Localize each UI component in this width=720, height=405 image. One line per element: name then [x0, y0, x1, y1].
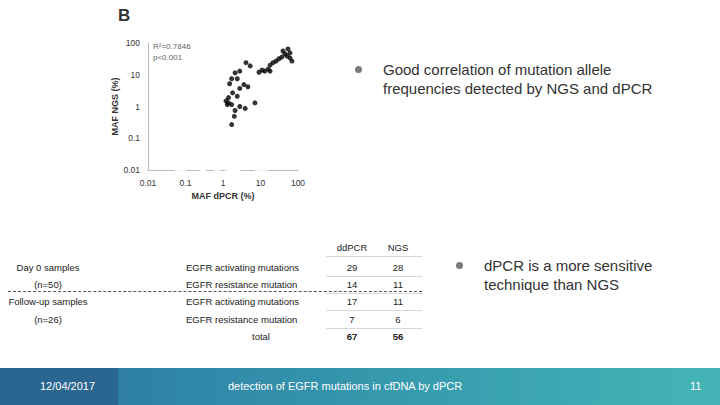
svg-text:100: 100 [291, 178, 305, 188]
svg-text:0.01: 0.01 [140, 178, 157, 188]
html-text:NGS: NGS [387, 242, 409, 253]
svg-text:0.01: 0.01 [123, 165, 140, 175]
html-text:(n=26): (n=26) [34, 314, 62, 325]
svg-text:MAF dPCR (%): MAF dPCR (%) [192, 191, 255, 201]
html-text:total: total [252, 331, 270, 342]
html-text:67: 67 [346, 331, 358, 342]
html-text:11: 11 [393, 296, 403, 307]
html-text:ddPCR: ddPCR [336, 242, 368, 253]
html-text:29: 29 [346, 262, 358, 273]
svg-text:p<0.001: p<0.001 [153, 53, 183, 62]
html-text:EGFR resistance mutation: EGFR resistance mutation [186, 314, 298, 325]
svg-text:R²=0.7846: R²=0.7846 [153, 42, 191, 51]
html-text:EGFR resistance mutation: EGFR resistance mutation [186, 279, 298, 290]
html-text:11: 11 [393, 279, 403, 290]
html-text:7: 7 [349, 314, 355, 325]
html-text:EGFR activating mutations: EGFR activating mutations [186, 296, 299, 307]
html-text:12/04/2017: 12/04/2017 [40, 380, 96, 392]
html-text:14: 14 [346, 279, 358, 290]
html-text:56: 56 [392, 331, 404, 342]
html-text:17: 17 [346, 296, 358, 307]
html-text:6: 6 [395, 314, 401, 325]
svg-text:1: 1 [135, 102, 140, 112]
svg-text:100: 100 [126, 38, 140, 48]
svg-text:0.1: 0.1 [128, 133, 140, 143]
svg-text:0.1: 0.1 [180, 178, 192, 188]
svg-text:1: 1 [221, 178, 226, 188]
html-text:Day 0 samples: Day 0 samples [16, 262, 80, 273]
html-text:dPCR is a more sensitive techn: dPCR is a more sensitive technique than … [484, 257, 653, 293]
html-text:EGFR activating mutations: EGFR activating mutations [186, 262, 299, 273]
html-text:detection of EGFR mutations in: detection of EGFR mutations in cfDNA by … [228, 380, 463, 392]
html-text:11: 11 [690, 380, 702, 392]
html-text:(n=50): (n=50) [34, 279, 62, 290]
svg-text:10: 10 [131, 70, 141, 80]
html-text:B: B [118, 6, 131, 25]
html-text:Follow-up samples: Follow-up samples [8, 296, 88, 307]
svg-text:10: 10 [256, 178, 266, 188]
svg-text:MAF NGS (%): MAF NGS (%) [110, 78, 120, 136]
html-text:28: 28 [392, 262, 404, 273]
html-text:Good correlation of mutation a: Good correlation of mutation allele freq… [383, 61, 653, 97]
